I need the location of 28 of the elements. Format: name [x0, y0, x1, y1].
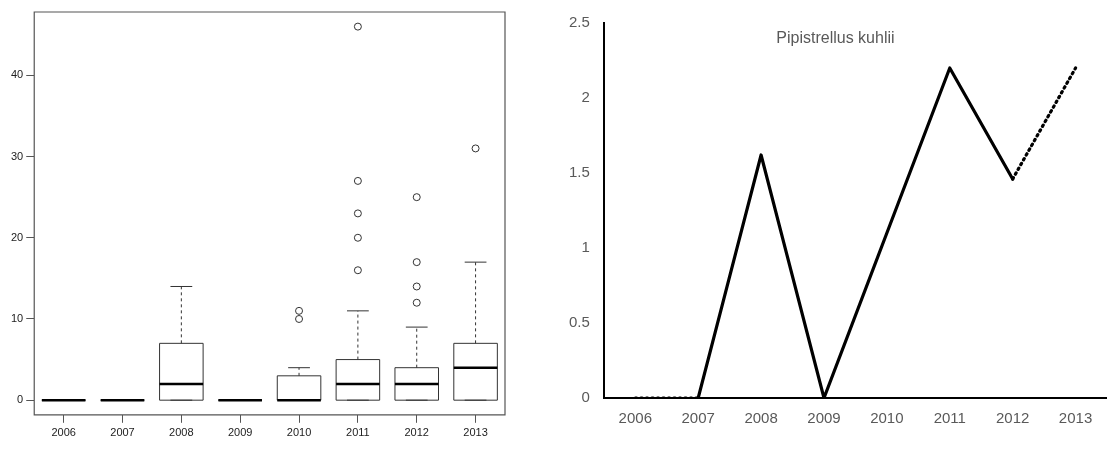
y-tick-label: 1 [581, 238, 590, 256]
x-tick-label: 2006 [51, 426, 76, 439]
y-tick-label: 20 [10, 230, 24, 243]
x-tick-label: 2007 [110, 426, 135, 439]
x-tick-label: 2009 [227, 426, 253, 439]
x-tick-label: 2008 [744, 409, 778, 427]
y-tick-label: 1.5 [568, 163, 590, 181]
y-tick-label: 40 [10, 68, 24, 81]
y-tick-label: 0 [581, 388, 590, 406]
x-tick-label: 2012 [404, 426, 429, 439]
x-tick-label: 2012 [995, 409, 1030, 427]
x-tick-label: 2010 [870, 409, 904, 427]
x-tick-label: 2011 [933, 409, 966, 427]
x-tick-label: 2013 [463, 426, 488, 439]
x-tick-label: 2009 [807, 409, 841, 427]
x-tick-label: 2006 [618, 409, 652, 427]
x-tick-label: 2007 [681, 409, 715, 427]
chart-title: Pipistrellus kuhlii [776, 29, 895, 47]
x-tick-label: 2010 [286, 426, 312, 439]
y-tick-label: 2.5 [568, 13, 590, 31]
y-tick-label: 0 [17, 393, 24, 406]
y-tick-label: 10 [10, 312, 24, 324]
y-tick-label: 30 [10, 149, 24, 162]
y-tick-label: 2 [581, 88, 590, 106]
x-tick-label: 2011 [346, 426, 370, 439]
y-tick-label: 0.5 [568, 313, 590, 331]
x-tick-label: 2013 [1058, 409, 1093, 427]
x-tick-label: 2008 [169, 426, 194, 439]
